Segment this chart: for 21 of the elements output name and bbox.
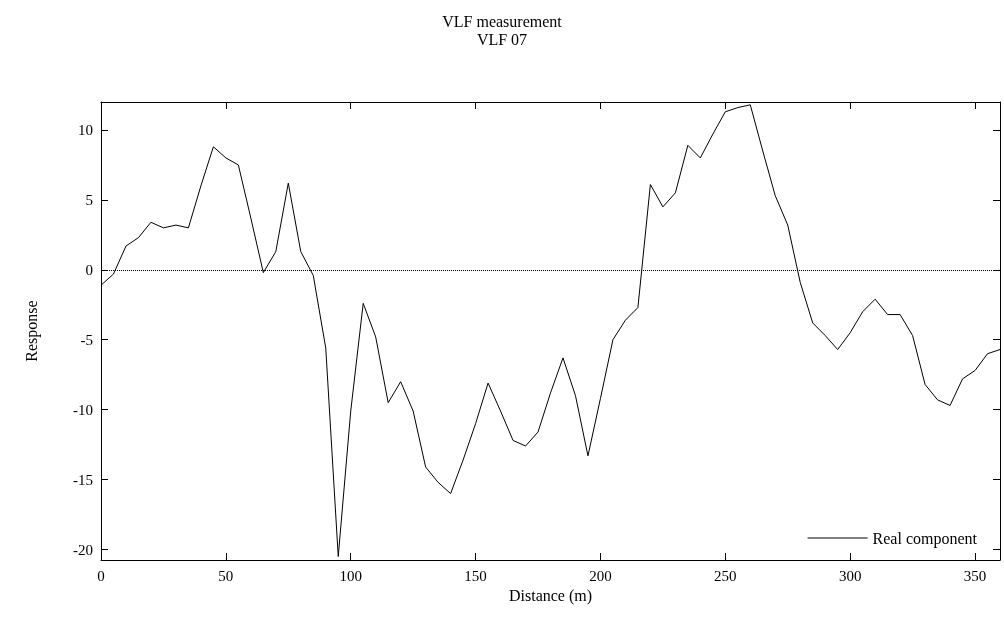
y-tick-label: -5: [80, 331, 93, 348]
y-tick-label: -15: [73, 471, 93, 488]
line-series: [100, 104, 1001, 557]
x-axis-title: Distance (m): [508, 587, 593, 606]
x-tick-label: 50: [218, 567, 234, 584]
x-tick-label: 0: [97, 567, 105, 584]
y-tick-label: 10: [78, 121, 93, 138]
x-tick-label: 250: [714, 567, 737, 584]
y-tick-label: 5: [85, 191, 93, 208]
y-tick-label: -10: [73, 401, 93, 418]
x-tick-label: 300: [838, 567, 862, 584]
y-axis-title: Response: [22, 300, 41, 362]
y-tick-label: 0: [85, 261, 93, 278]
y-tick-label: -20: [73, 541, 93, 558]
chart-subtitle: VLF 07: [476, 30, 528, 48]
chart-title: VLF measurement: [442, 12, 563, 30]
x-tick-label: 100: [339, 567, 362, 584]
x-tick-label: 350: [963, 567, 987, 584]
x-tick-label: 150: [464, 567, 487, 584]
legend-label: Real component: [872, 529, 978, 548]
x-tick-label: 200: [589, 567, 612, 584]
